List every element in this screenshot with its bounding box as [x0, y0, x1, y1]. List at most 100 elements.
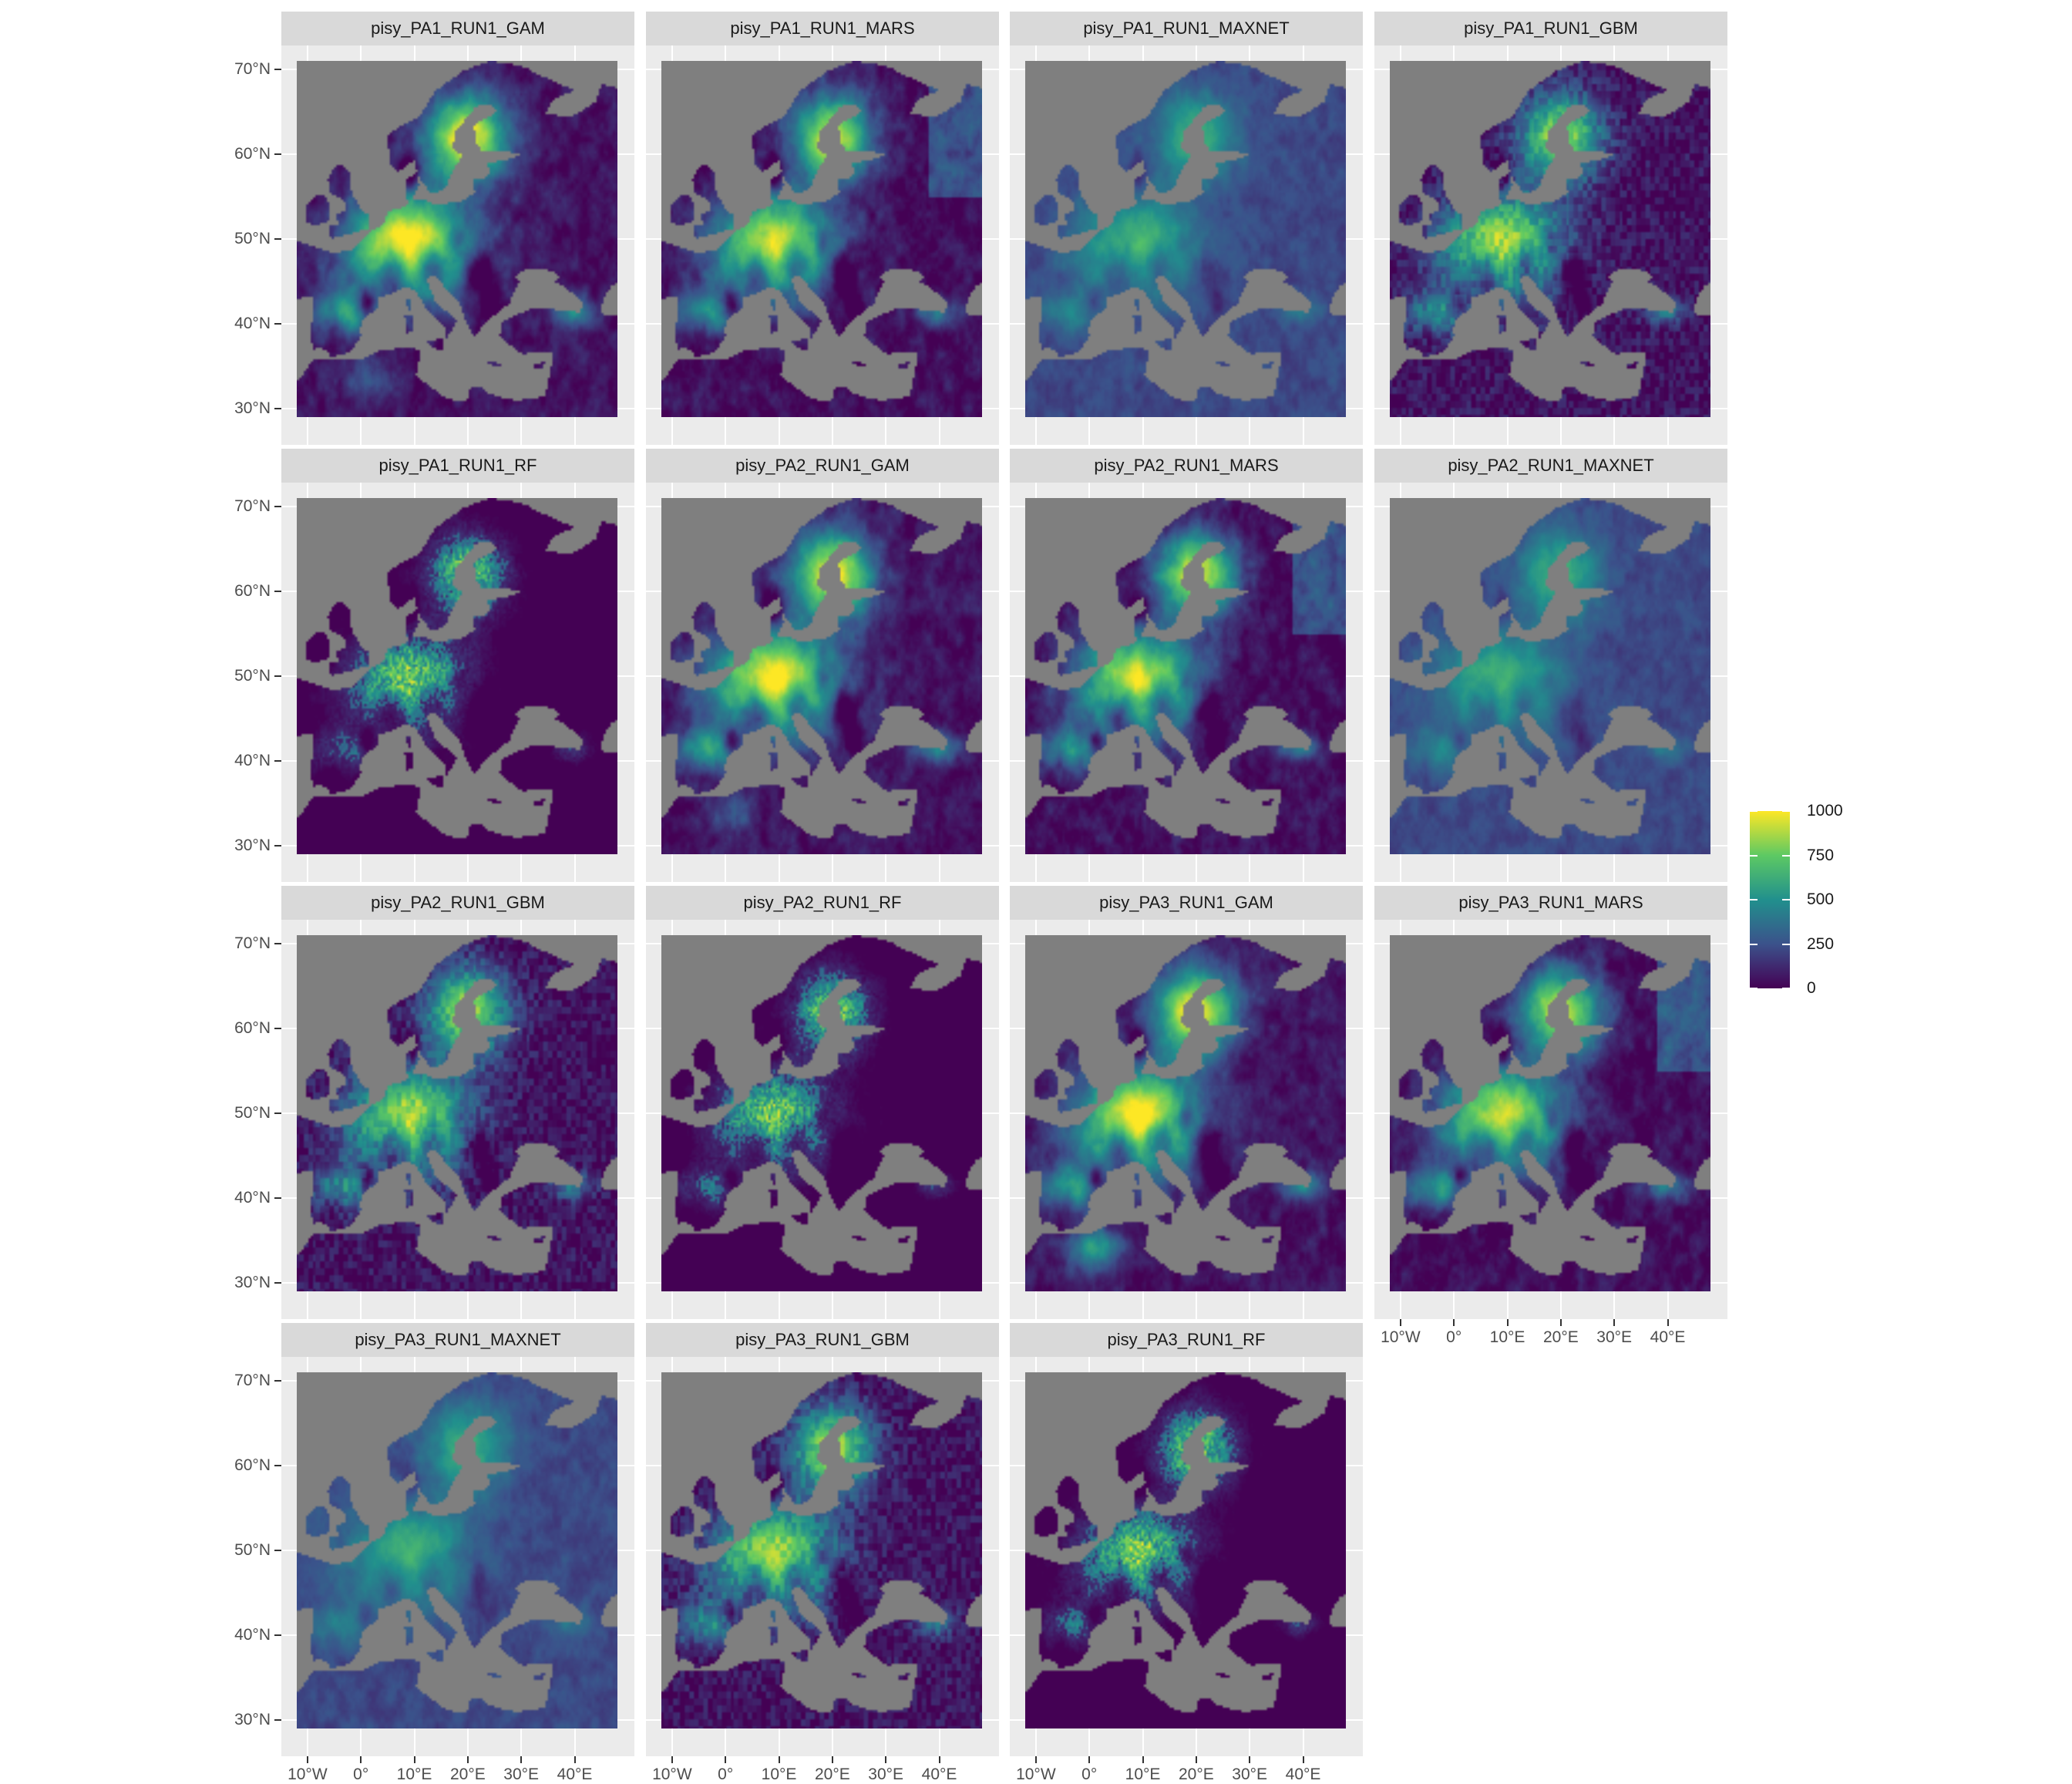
panel-title: pisy_PA1_RUN1_MAXNET	[1010, 12, 1363, 45]
x-tick-label: 0°	[718, 1765, 734, 1783]
suitability-raster	[1025, 61, 1346, 417]
x-tick-label: 10°E	[1489, 1328, 1525, 1346]
map-panel: pisy_PA3_RUN1_MARS 10°W 0° 10°E 20°E 30°E 40°E	[1374, 886, 1727, 1346]
legend-tick	[1750, 899, 1758, 900]
x-tick-label: 0°	[1446, 1328, 1462, 1346]
x-tick	[1302, 1756, 1304, 1763]
x-tick-label: 10°W	[288, 1765, 328, 1783]
x-tick-label: 10°W	[1381, 1328, 1421, 1346]
y-tick	[274, 153, 281, 155]
y-tick	[274, 1282, 281, 1284]
x-tick	[1195, 1756, 1197, 1763]
plot-area	[281, 483, 634, 882]
y-tick	[274, 845, 281, 847]
y-tick-label: 40°N	[234, 315, 271, 332]
y-tick	[274, 408, 281, 409]
y-tick-label: 50°N	[234, 667, 271, 685]
panel-title: pisy_PA3_RUN1_RF	[1010, 1323, 1363, 1357]
x-tick-label: 10°W	[1016, 1765, 1056, 1783]
x-tick	[574, 1756, 576, 1763]
y-tick-label: 30°N	[234, 1711, 271, 1728]
y-tick-label: 70°N	[234, 497, 271, 515]
y-tick-label: 70°N	[234, 60, 271, 78]
legend-label: 250	[1807, 934, 1835, 953]
suitability-raster	[297, 498, 617, 854]
y-tick	[274, 1465, 281, 1466]
x-tick	[1034, 1756, 1037, 1763]
y-tick-label: 60°N	[234, 1019, 271, 1037]
y-tick	[274, 1112, 281, 1114]
x-tick-label: 30°E	[503, 1765, 540, 1783]
plot-area	[281, 1357, 634, 1756]
y-tick-label: 40°N	[234, 752, 271, 769]
x-tick	[520, 1756, 523, 1763]
plot-area	[1010, 45, 1363, 445]
x-tick-label: 10°W	[652, 1765, 692, 1783]
x-tick-label: 0°	[1081, 1765, 1098, 1783]
panel-title: pisy_PA2_RUN1_GAM	[646, 449, 999, 483]
suitability-raster	[1390, 498, 1710, 854]
legend-tick	[1782, 899, 1790, 900]
x-tick-label: 10°E	[1125, 1765, 1161, 1783]
x-tick	[1142, 1756, 1144, 1763]
legend-tick	[1750, 988, 1758, 989]
panel-title: pisy_PA3_RUN1_MARS	[1374, 886, 1727, 920]
panel-title: pisy_PA2_RUN1_RF	[646, 886, 999, 920]
x-tick	[1088, 1756, 1091, 1763]
plot-area	[1010, 1357, 1363, 1756]
plot-area	[281, 920, 634, 1319]
x-tick	[466, 1756, 469, 1763]
x-tick-label: 20°E	[449, 1765, 486, 1783]
x-tick-label: 30°E	[868, 1765, 904, 1783]
map-panel: pisy_PA2_RUN1_MARS	[1010, 449, 1363, 882]
y-tick	[274, 506, 281, 507]
legend-tick	[1782, 943, 1790, 945]
panel-title: pisy_PA2_RUN1_MARS	[1010, 449, 1363, 483]
panel-title: pisy_PA1_RUN1_RF	[281, 449, 634, 483]
x-tick	[1667, 1319, 1669, 1326]
suitability-raster	[297, 61, 617, 417]
panel-title: pisy_PA1_RUN1_GAM	[281, 12, 634, 45]
plot-area	[281, 45, 634, 445]
y-tick-label: 70°N	[234, 1372, 271, 1389]
map-panel: pisy_PA1_RUN1_MARS	[646, 12, 999, 445]
legend-tick	[1750, 810, 1758, 812]
y-tick	[274, 1028, 281, 1029]
x-tick	[778, 1756, 780, 1763]
y-tick-label: 70°N	[234, 934, 271, 952]
x-tick	[306, 1756, 308, 1763]
plot-area	[646, 920, 999, 1319]
plot-area	[1374, 920, 1727, 1319]
y-tick	[274, 675, 281, 677]
map-panel: pisy_PA1_RUN1_GAM 70°N 60°N 50°N 40°N 30°N	[234, 12, 634, 445]
map-panel: pisy_PA3_RUN1_RF 10°W 0° 10°E 20°E 30°E 40°E	[1010, 1323, 1363, 1783]
x-tick-label: 10°E	[761, 1765, 797, 1783]
plot-area	[646, 483, 999, 882]
map-panel: pisy_PA3_RUN1_MAXNET 70°N 60°N 50°N 40°N 30°N…	[234, 1323, 634, 1783]
y-tick-label: 30°N	[234, 399, 271, 417]
panel-title: pisy_PA3_RUN1_MAXNET	[281, 1323, 634, 1357]
x-tick	[413, 1756, 415, 1763]
y-tick-label: 60°N	[234, 1456, 271, 1474]
plot-area	[646, 1357, 999, 1756]
x-tick	[938, 1756, 940, 1763]
legend-tick	[1750, 943, 1758, 945]
y-tick	[274, 323, 281, 325]
x-tick	[1613, 1319, 1616, 1326]
map-panel: pisy_PA3_RUN1_GBM 10°W 0° 10°E 20°E 30°E 40°E	[646, 1323, 999, 1783]
map-panel: pisy_PA2_RUN1_RF	[646, 886, 999, 1319]
x-tick	[360, 1756, 362, 1763]
x-tick-label: 40°E	[1285, 1765, 1321, 1783]
x-tick-label: 40°E	[1650, 1328, 1686, 1346]
suitability-raster	[661, 1372, 982, 1728]
panel-title: pisy_PA2_RUN1_MAXNET	[1374, 449, 1727, 483]
y-tick	[274, 1380, 281, 1382]
y-tick	[274, 1550, 281, 1551]
x-tick-label: 20°E	[1178, 1765, 1214, 1783]
legend-label: 750	[1807, 846, 1835, 864]
y-tick-label: 30°N	[234, 1274, 271, 1291]
x-tick-label: 30°E	[1232, 1765, 1268, 1783]
y-tick	[274, 69, 281, 70]
panel-title: pisy_PA3_RUN1_GAM	[1010, 886, 1363, 920]
y-tick-label: 60°N	[234, 582, 271, 600]
